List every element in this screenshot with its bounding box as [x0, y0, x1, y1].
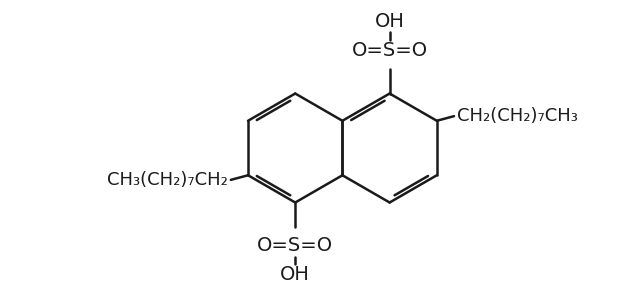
Text: OH: OH [280, 265, 310, 284]
Text: OH: OH [374, 12, 404, 31]
Text: O=S=O: O=S=O [257, 236, 333, 255]
Text: CH₂(CH₂)₇CH₃: CH₂(CH₂)₇CH₃ [457, 107, 578, 125]
Text: CH₃(CH₂)₇CH₂: CH₃(CH₂)₇CH₂ [107, 171, 228, 189]
Text: O=S=O: O=S=O [351, 41, 428, 60]
